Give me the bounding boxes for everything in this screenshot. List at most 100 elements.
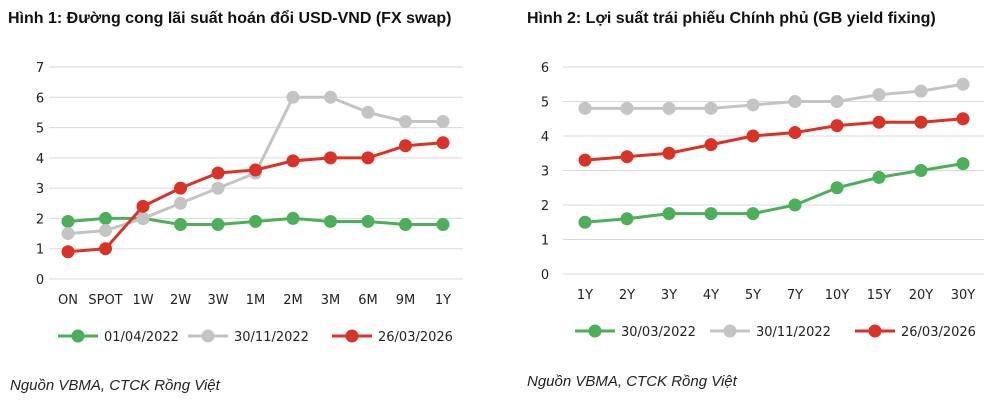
- data-point: [211, 217, 225, 231]
- data-point: [174, 217, 187, 231]
- x-tick-label: 3M: [321, 293, 341, 308]
- chart1-source: Nguồn VBMA, CTCK Rồng Việt: [10, 377, 220, 394]
- data-point: [830, 181, 844, 195]
- x-tick-label: 2Y: [619, 288, 635, 303]
- data-point: [361, 214, 375, 228]
- data-point: [620, 150, 634, 164]
- x-tick-label: 10Y: [825, 288, 850, 303]
- data-point: [436, 136, 450, 150]
- data-point: [872, 88, 886, 102]
- y-tick-label: 3: [541, 165, 549, 180]
- legend-label: 26/03/2026: [378, 330, 453, 345]
- y-tick-label: 5: [541, 96, 549, 111]
- data-point: [174, 196, 187, 210]
- legend-marker: [723, 324, 737, 338]
- x-tick-label: SPOT: [88, 293, 122, 308]
- data-point: [704, 101, 718, 115]
- data-point: [136, 211, 150, 225]
- y-tick-label: 4: [36, 152, 44, 167]
- x-tick-label: 6M: [358, 293, 378, 308]
- x-tick-label: 30Y: [951, 288, 976, 303]
- data-point: [286, 90, 300, 104]
- data-point: [286, 211, 300, 225]
- data-point: [399, 115, 412, 129]
- x-tick-label: 1M: [246, 293, 266, 308]
- y-tick-label: 6: [541, 61, 549, 76]
- data-point: [136, 199, 150, 213]
- chart2-title: Hình 2: Lợi suất trái phiếu Chính phủ (G…: [527, 10, 936, 27]
- y-tick-label: 2: [36, 212, 44, 227]
- data-point: [211, 166, 225, 180]
- data-point: [662, 101, 676, 115]
- data-point: [324, 90, 337, 104]
- data-point: [361, 151, 375, 165]
- x-tick-label: ON: [58, 293, 78, 308]
- data-point: [61, 214, 75, 228]
- data-point: [746, 207, 760, 221]
- data-point: [61, 227, 75, 241]
- data-point: [704, 207, 718, 221]
- x-tick-label: 5Y: [745, 288, 761, 303]
- x-tick-label: 1Y: [435, 293, 451, 308]
- series-line: [584, 117, 964, 162]
- y-tick-label: 4: [541, 130, 549, 145]
- y-tick-label: 5: [36, 122, 44, 137]
- data-point: [620, 212, 634, 226]
- x-tick-label: 2W: [170, 293, 191, 308]
- data-point: [914, 115, 928, 129]
- data-point: [324, 151, 337, 165]
- data-point: [99, 211, 112, 225]
- data-point: [249, 163, 262, 177]
- x-tick-label: 1Y: [577, 288, 593, 303]
- legend-marker: [588, 324, 602, 338]
- data-point: [704, 138, 718, 152]
- data-point: [99, 242, 112, 256]
- x-tick-label: 4Y: [703, 288, 719, 303]
- legend-marker: [868, 324, 882, 338]
- legend-label: 30/11/2022: [756, 325, 831, 340]
- series-line: [584, 162, 964, 224]
- y-tick-label: 2: [541, 199, 549, 214]
- legend-label: 30/03/2022: [621, 325, 696, 340]
- x-tick-label: 1W: [132, 293, 153, 308]
- legend-label: 30/11/2022: [234, 330, 309, 345]
- data-point: [578, 215, 592, 229]
- x-tick-label: 3Y: [661, 288, 677, 303]
- data-point: [361, 105, 375, 119]
- data-point: [788, 198, 802, 212]
- legend-marker: [345, 329, 359, 343]
- data-point: [286, 154, 300, 168]
- data-point: [830, 119, 844, 133]
- x-tick-label: 9M: [396, 293, 416, 308]
- y-tick-label: 1: [36, 243, 44, 258]
- y-tick-label: 0: [36, 273, 44, 288]
- data-point: [956, 77, 970, 91]
- chart1-title: Hình 1: Đường cong lãi suất hoán đổi USD…: [8, 10, 452, 27]
- x-tick-label: 15Y: [867, 288, 892, 303]
- data-point: [956, 112, 970, 126]
- data-point: [436, 115, 450, 129]
- y-tick-label: 0: [541, 268, 549, 283]
- y-tick-label: 3: [36, 182, 44, 197]
- x-tick-label: 7Y: [787, 288, 803, 303]
- chart2-source: Nguồn VBMA, CTCK Rồng Việt: [527, 373, 737, 390]
- data-point: [399, 139, 412, 153]
- data-point: [872, 115, 886, 129]
- data-point: [61, 245, 75, 259]
- data-point: [99, 224, 112, 238]
- data-point: [324, 214, 337, 228]
- data-point: [174, 181, 187, 195]
- x-tick-label: 2M: [283, 293, 303, 308]
- legend-marker: [201, 329, 215, 343]
- series-line: [585, 82, 964, 110]
- data-point: [578, 101, 592, 115]
- y-tick-label: 7: [36, 61, 44, 76]
- data-point: [662, 146, 676, 160]
- data-point: [746, 129, 760, 143]
- data-point: [662, 207, 676, 221]
- legend-marker: [71, 329, 85, 343]
- data-point: [620, 101, 634, 115]
- x-tick-label: 20Y: [909, 288, 934, 303]
- data-point: [249, 214, 262, 228]
